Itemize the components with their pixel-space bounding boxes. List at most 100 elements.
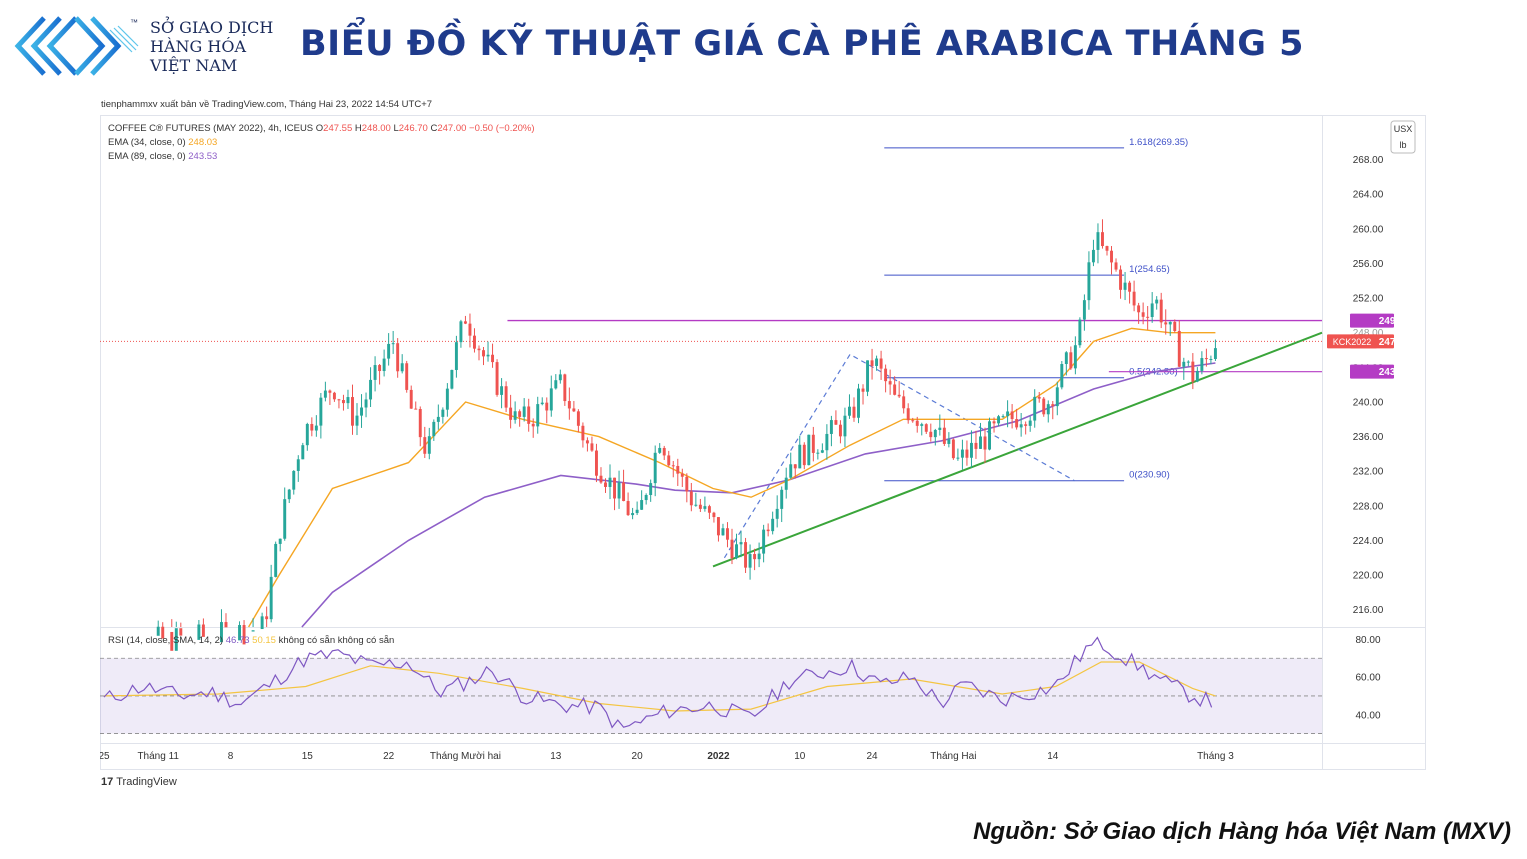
- candle-body: [888, 381, 892, 385]
- candle-body: [662, 447, 666, 456]
- candle: [1123, 271, 1127, 301]
- fib-label: 0(230.90): [1129, 470, 1170, 481]
- time-tick-label: Tháng Mười hai: [430, 751, 501, 762]
- candle-body: [310, 423, 314, 431]
- candle: [893, 376, 897, 396]
- ohlc-value: 246.70: [399, 123, 431, 134]
- candle: [197, 620, 201, 640]
- candle: [1137, 302, 1141, 324]
- candle: [1204, 348, 1208, 367]
- candle: [1096, 223, 1100, 264]
- candle-body: [450, 369, 454, 389]
- candle: [310, 417, 314, 437]
- price-tick-label: 236.00: [1353, 432, 1384, 443]
- candle: [694, 492, 698, 507]
- candle-body: [482, 350, 485, 357]
- candle: [974, 430, 978, 459]
- time-tick-label: 13: [550, 751, 562, 762]
- candle-body: [364, 399, 368, 408]
- candle-body: [1141, 312, 1145, 317]
- candle-body: [811, 434, 815, 453]
- candle-body: [997, 416, 1001, 424]
- candle-body: [1091, 249, 1095, 263]
- time-tick-label: 22: [383, 751, 395, 762]
- rsi-pane: 40.00 60.00 80.00: [100, 635, 1381, 734]
- candle: [156, 620, 160, 636]
- candle-body: [346, 397, 350, 404]
- candle-body: [1177, 330, 1181, 367]
- candle: [405, 360, 409, 393]
- candle-body: [1010, 411, 1014, 420]
- candle: [1191, 353, 1195, 390]
- candle: [373, 356, 377, 392]
- candle-body: [617, 482, 621, 499]
- ohlc-value: 248.00: [362, 123, 394, 134]
- candle-body: [454, 342, 458, 370]
- candle-body: [920, 424, 924, 426]
- trading-chart[interactable]: 216.00 220.00 224.00 228.00 232.00 236.00 240.…: [100, 115, 1426, 770]
- last-price-tag: 247.00: [1379, 337, 1410, 348]
- candle: [1046, 400, 1050, 423]
- resistance-price-tag: 249.40: [1379, 316, 1410, 327]
- candle-body: [843, 415, 847, 437]
- candle: [1019, 412, 1023, 437]
- ema89-legend: EMA (89, close, 0) 243.53: [108, 151, 217, 162]
- chart-frame: [100, 115, 1426, 770]
- candle: [631, 507, 635, 520]
- candle-body: [875, 358, 879, 366]
- candle: [581, 422, 585, 448]
- source-note: Nguồn: Sở Giao dịch Hàng hóa Việt Nam (M…: [973, 818, 1511, 845]
- candle-body: [933, 429, 937, 438]
- candle-body: [951, 439, 955, 459]
- price-tick-label: 232.00: [1353, 467, 1384, 478]
- candle-body: [558, 374, 562, 381]
- candle: [1155, 296, 1159, 310]
- candle-body: [319, 397, 323, 426]
- candle-body: [870, 360, 874, 366]
- candle: [355, 403, 359, 436]
- candle: [698, 498, 702, 512]
- candle-body: [644, 495, 648, 501]
- candle-body: [847, 406, 851, 416]
- candle: [834, 410, 838, 425]
- candle-body: [1119, 269, 1123, 290]
- candle-body: [680, 473, 684, 477]
- candle-body: [527, 406, 531, 424]
- candle: [906, 403, 910, 424]
- candle-body: [726, 528, 729, 540]
- trademark-symbol: ™: [130, 18, 138, 27]
- candle-body: [260, 616, 264, 630]
- candle-body: [436, 416, 440, 422]
- candle: [897, 381, 901, 398]
- price-tick-label: 260.00: [1353, 224, 1384, 235]
- candle-body: [667, 455, 671, 466]
- candle-body: [513, 411, 517, 420]
- candle: [482, 346, 485, 366]
- candle-body: [762, 529, 766, 554]
- candle: [599, 467, 603, 484]
- candle: [463, 315, 467, 325]
- candle-body: [174, 628, 178, 651]
- candle-body: [1028, 420, 1032, 426]
- candle-body: [635, 509, 639, 514]
- candle: [775, 495, 779, 528]
- candle: [1064, 351, 1068, 376]
- candle: [251, 618, 255, 632]
- price-change: −0.50 (−0.20%): [469, 123, 535, 134]
- candle-body: [238, 625, 242, 641]
- candle-body: [829, 420, 833, 434]
- candle: [418, 406, 422, 447]
- candle-body: [631, 513, 635, 516]
- candle: [328, 389, 332, 405]
- symbol-tag-bg: [1327, 334, 1377, 349]
- candle: [992, 417, 996, 433]
- candle: [477, 345, 481, 361]
- candle-body: [269, 576, 273, 620]
- candle: [730, 528, 734, 565]
- candle-body: [649, 483, 653, 496]
- ohlc-key: O: [316, 123, 323, 134]
- candle-body: [296, 459, 300, 471]
- candle-body: [852, 406, 856, 418]
- candle: [789, 452, 793, 479]
